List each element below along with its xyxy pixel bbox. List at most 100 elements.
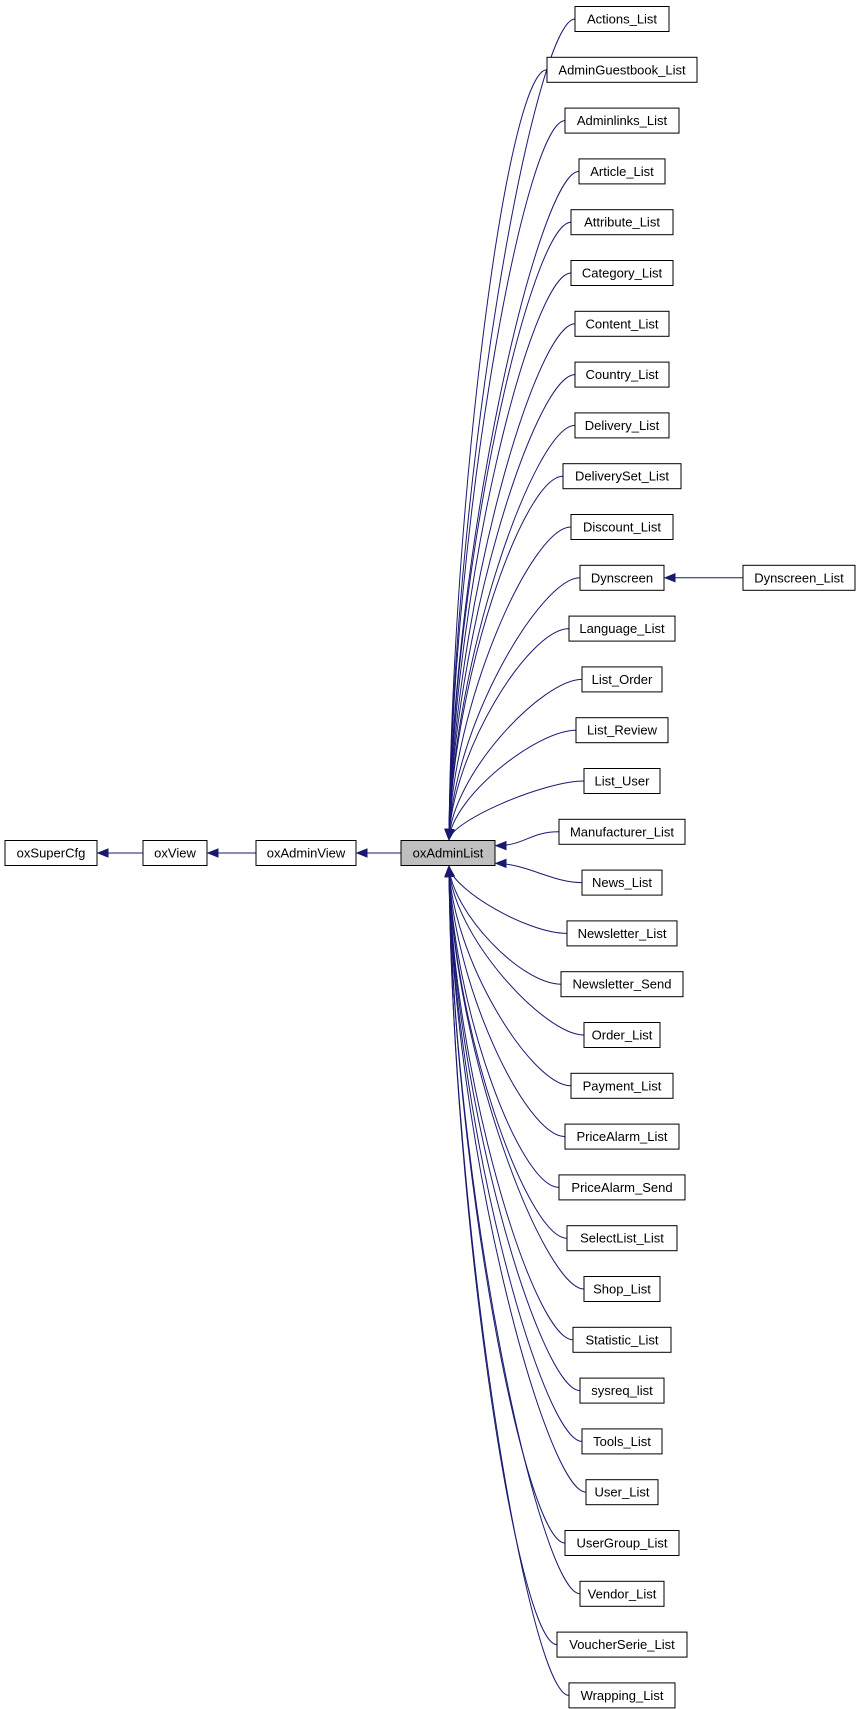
- edge-language-list: [448, 628, 570, 840]
- class-box: [568, 1682, 676, 1709]
- edge-pricealarm-send: [448, 866, 560, 1188]
- class-box: [570, 514, 674, 540]
- class-node-newsletter-send[interactable]: Newsletter_Send: [560, 971, 684, 998]
- class-label: Adminlinks_List: [577, 113, 668, 128]
- class-box: [579, 1580, 665, 1607]
- class-node-deliveryset-list[interactable]: DeliverySet_List: [562, 463, 682, 490]
- class-box: [142, 840, 208, 866]
- class-node-payment-list[interactable]: Payment_List: [570, 1072, 674, 1099]
- class-label: Attribute_List: [584, 215, 660, 230]
- class-node-category-list[interactable]: Category_List: [570, 260, 674, 286]
- class-node-list-order[interactable]: List_Order: [581, 666, 663, 693]
- class-node-attribute-list[interactable]: Attribute_List: [570, 209, 674, 236]
- edge-sysreq-list: [448, 866, 581, 1392]
- class-label: Language_List: [579, 621, 665, 636]
- class-node-oxsupercfg[interactable]: oxSuperCfg: [4, 840, 98, 866]
- class-label: PriceAlarm_Send: [571, 1180, 672, 1195]
- class-box: [581, 666, 663, 693]
- class-node-manufacturer-list[interactable]: Manufacturer_List: [558, 818, 686, 845]
- edge-shop-list: [448, 866, 585, 1290]
- class-box: [566, 1225, 678, 1252]
- class-box: [562, 463, 682, 490]
- class-box: [556, 1631, 688, 1658]
- class-box: [558, 1174, 686, 1201]
- class-node-pricealarm-list[interactable]: PriceAlarm_List: [564, 1123, 680, 1150]
- edge-article-list: [448, 170, 580, 840]
- class-box: [574, 6, 670, 32]
- class-node-sysreq-list[interactable]: sysreq_list: [579, 1377, 665, 1404]
- class-node-language-list[interactable]: Language_List: [568, 615, 676, 642]
- class-box: [574, 412, 670, 439]
- class-node-list-user[interactable]: List_User: [583, 768, 661, 794]
- class-box: [4, 840, 98, 866]
- class-label: oxView: [154, 846, 196, 861]
- class-node-news-list[interactable]: News_List: [581, 869, 663, 896]
- class-node-order-list[interactable]: Order_List: [583, 1022, 661, 1048]
- edge-user-list: [448, 866, 587, 1493]
- edge-pricealarm-list: [448, 866, 566, 1138]
- class-node-dynscreen[interactable]: Dynscreen: [579, 564, 665, 591]
- class-node-oxadminlist[interactable]: oxAdminList: [400, 840, 496, 866]
- edge-delivery-list: [448, 424, 576, 840]
- class-label: DeliverySet_List: [575, 469, 669, 484]
- inheritance-edges: [96, 18, 743, 1696]
- class-label: User_List: [595, 1485, 650, 1500]
- edge-deliveryset-list: [448, 475, 564, 840]
- class-node-voucherserie-list[interactable]: VoucherSerie_List: [556, 1631, 688, 1658]
- class-label: VoucherSerie_List: [569, 1637, 675, 1652]
- class-label: PriceAlarm_List: [576, 1129, 667, 1144]
- class-node-list-review[interactable]: List_Review: [575, 717, 669, 744]
- class-box: [575, 717, 669, 744]
- class-label: Tools_List: [593, 1434, 651, 1449]
- class-node-content-list[interactable]: Content_List: [574, 310, 670, 337]
- class-box: [572, 1326, 672, 1353]
- class-label: Order_List: [592, 1028, 653, 1043]
- class-node-dynscreen-list[interactable]: Dynscreen_List: [742, 564, 856, 591]
- edge-news-list: [495, 862, 583, 884]
- edge-adminguestbook-list: [448, 69, 548, 840]
- class-box: [583, 1276, 661, 1302]
- class-label: AdminGuestbook_List: [558, 62, 686, 77]
- edge-vendor-list: [448, 866, 581, 1595]
- class-label: Delivery_List: [585, 418, 660, 433]
- class-node-country-list[interactable]: Country_List: [574, 361, 670, 388]
- class-box: [585, 1479, 659, 1506]
- class-node-adminguestbook-list[interactable]: AdminGuestbook_List: [546, 56, 698, 83]
- edge-dynscreen: [448, 577, 581, 840]
- class-box: [255, 840, 357, 866]
- class-node-user-list[interactable]: User_List: [585, 1479, 659, 1506]
- class-node-selectlist-list[interactable]: SelectList_List: [566, 1225, 678, 1252]
- inheritance-arrowhead: [206, 848, 219, 858]
- class-label: Newsletter_List: [578, 926, 667, 941]
- class-box: [583, 768, 661, 794]
- class-label: Category_List: [582, 266, 663, 281]
- inheritance-arrowhead: [96, 848, 109, 858]
- class-node-delivery-list[interactable]: Delivery_List: [574, 412, 670, 439]
- class-node-pricealarm-send[interactable]: PriceAlarm_Send: [558, 1174, 686, 1201]
- edge-category-list: [448, 272, 572, 840]
- class-node-wrapping-list[interactable]: Wrapping_List: [568, 1682, 676, 1709]
- class-node-statistic-list[interactable]: Statistic_List: [572, 1326, 672, 1353]
- class-box: [581, 1428, 663, 1455]
- class-node-usergroup-list[interactable]: UserGroup_List: [564, 1530, 680, 1556]
- class-label: Vendor_List: [588, 1586, 657, 1601]
- inheritance-arrowhead: [494, 840, 507, 851]
- class-node-article-list[interactable]: Article_List: [578, 158, 666, 185]
- class-label: News_List: [592, 875, 652, 890]
- class-node-adminlinks-list[interactable]: Adminlinks_List: [564, 107, 680, 134]
- class-node-discount-list[interactable]: Discount_List: [570, 514, 674, 540]
- class-node-tools-list[interactable]: Tools_List: [581, 1428, 663, 1455]
- class-node-oxview[interactable]: oxView: [142, 840, 208, 866]
- edge-statistic-list: [448, 866, 574, 1341]
- class-box: [564, 107, 680, 134]
- edge-discount-list: [448, 526, 572, 840]
- class-node-newsletter-list[interactable]: Newsletter_List: [566, 920, 678, 947]
- class-box: [574, 310, 670, 337]
- class-node-actions-list[interactable]: Actions_List: [574, 6, 670, 32]
- class-node-oxadminview[interactable]: oxAdminView: [255, 840, 357, 866]
- class-box: [564, 1530, 680, 1556]
- class-node-vendor-list[interactable]: Vendor_List: [579, 1580, 665, 1607]
- class-box: [742, 564, 856, 591]
- class-node-shop-list[interactable]: Shop_List: [583, 1276, 661, 1302]
